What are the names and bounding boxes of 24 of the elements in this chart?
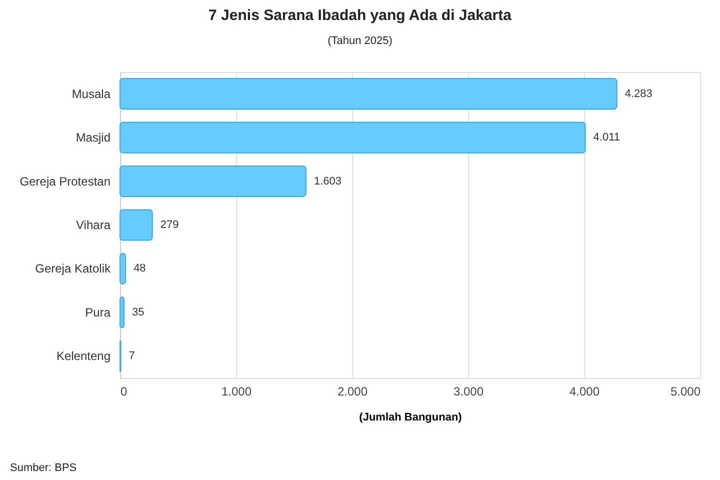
chart-title: 7 Jenis Sarana Ibadah yang Ada di Jakarta bbox=[208, 7, 512, 24]
data-label: 4.011 bbox=[593, 132, 620, 144]
data-label: 7 bbox=[128, 350, 135, 362]
data-label: 48 bbox=[134, 262, 146, 275]
text: Sumber: BPS bbox=[10, 462, 77, 474]
y-tick-label: Masjid bbox=[76, 130, 110, 145]
data-label: 4.283 bbox=[624, 88, 652, 100]
data-label: 1.603 bbox=[314, 175, 342, 188]
x-tick-label: 1.000 bbox=[221, 384, 252, 398]
data-label: 35 bbox=[132, 306, 144, 318]
y-tick-label: Vihara bbox=[76, 218, 111, 232]
y-tick-label: Gereja Katolik bbox=[35, 262, 112, 276]
y-tick-label: Pura bbox=[85, 305, 111, 320]
y-tick-label: Gereja Protestan bbox=[20, 174, 110, 188]
x-tick-label: 0 bbox=[120, 384, 128, 398]
y-tick-label: Musala bbox=[72, 86, 111, 101]
x-axis-title: (Jumlah Bangunan) bbox=[359, 412, 462, 424]
x-tick-label: 3.000 bbox=[453, 384, 484, 398]
y-tick-label: Kelenteng bbox=[56, 349, 110, 364]
x-tick-label: 4.000 bbox=[569, 384, 600, 398]
x-tick-label: 5.000 bbox=[670, 384, 701, 398]
x-tick-label: 2.000 bbox=[337, 384, 368, 398]
data-label: 279 bbox=[160, 219, 179, 231]
chart-subtitle: (Tahun 2025) bbox=[328, 35, 392, 47]
